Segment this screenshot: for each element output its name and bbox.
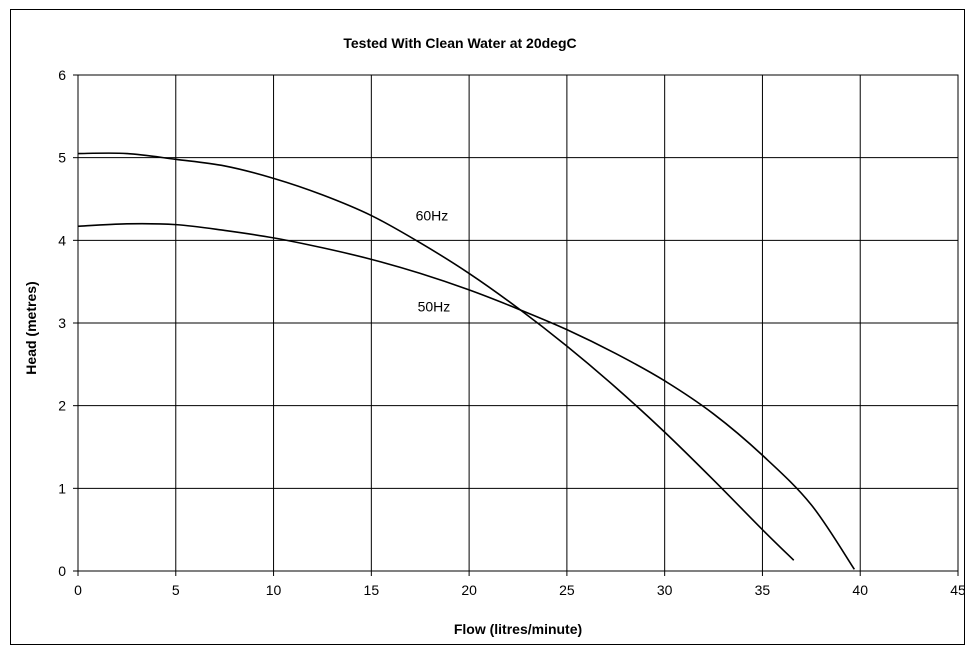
- y-axis-ticks: 0 1 2 3 4 5 6: [58, 67, 78, 579]
- x-tick-label: 5: [172, 582, 180, 598]
- x-tick-label: 20: [461, 582, 477, 598]
- x-tick-label: 15: [364, 582, 380, 598]
- annotation-label: 50Hz: [418, 298, 451, 314]
- series-line-60hz: [77, 152, 795, 561]
- x-tick-label: 40: [852, 582, 868, 598]
- x-axis-label: Flow (litres/minute): [454, 621, 582, 637]
- y-tick-label: 6: [58, 67, 66, 83]
- y-tick-label: 5: [58, 150, 66, 166]
- head-flow-chart: Tested With Clean Water at 20degC 0 5 10 15…: [23, 35, 964, 637]
- chart-frame: Tested With Clean Water at 20degC 0 5 10 15…: [10, 9, 965, 645]
- y-axis-label: Head (metres): [23, 281, 39, 374]
- grid: [77, 74, 959, 572]
- y-tick-label: 2: [58, 398, 66, 414]
- annotations: 60Hz 50Hz: [416, 208, 451, 315]
- x-tick-label: 10: [266, 582, 282, 598]
- y-tick-label: 3: [58, 315, 66, 331]
- series-line-50hz: [77, 222, 856, 570]
- annotation-label: 60Hz: [416, 208, 449, 224]
- x-tick-label: 30: [657, 582, 673, 598]
- x-tick-label: 35: [755, 582, 771, 598]
- x-tick-label: 0: [74, 582, 82, 598]
- y-tick-label: 0: [58, 563, 66, 579]
- x-tick-label: 25: [559, 582, 575, 598]
- y-tick-label: 1: [58, 480, 66, 496]
- x-tick-label: 45: [950, 582, 964, 598]
- series-lines: [77, 152, 856, 570]
- y-tick-label: 4: [58, 232, 66, 248]
- x-axis-ticks: 0 5 10 15 20 25 30 35 40 45: [74, 571, 964, 598]
- chart-title: Tested With Clean Water at 20degC: [343, 35, 576, 51]
